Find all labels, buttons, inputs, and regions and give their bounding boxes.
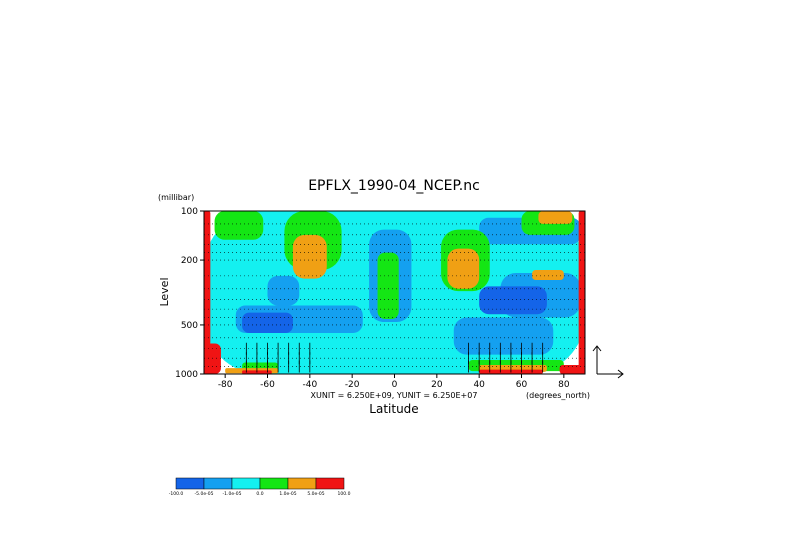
- vector-scale-text: XUNIT = 6.250E+09, YUNIT = 6.250E+07: [311, 391, 478, 400]
- x-tick-label: -40: [302, 380, 317, 390]
- contour-region: [214, 211, 264, 240]
- contour-region: [267, 275, 300, 306]
- plot-fill: [204, 211, 585, 374]
- colorbar-label: 1.0e-05: [279, 491, 296, 497]
- colorbar-swatch: [175, 477, 205, 490]
- colorbar-swatch: [315, 477, 345, 490]
- x-tick-label: 0: [392, 380, 398, 390]
- y-tick-label: 100: [181, 207, 198, 217]
- contour-region: [292, 234, 327, 279]
- contour-region: [479, 286, 547, 315]
- contour-region: [578, 211, 585, 374]
- colorbar-swatch: [231, 477, 261, 490]
- contour-region: [377, 252, 399, 320]
- y-tick-label: 1000: [175, 370, 198, 380]
- x-tick-label: -80: [218, 380, 233, 390]
- contour-region: [559, 364, 585, 374]
- colorbar-label: -100.0: [169, 491, 184, 497]
- contour-region: [204, 211, 211, 374]
- contour-region: [532, 269, 564, 280]
- contour-region: [447, 248, 480, 289]
- contour-region: [453, 317, 554, 355]
- colorbar-swatch: [203, 477, 233, 490]
- x-ticks: -80 -60 -40 -20 0 20 40 60 80: [218, 374, 570, 390]
- contour-region: [242, 312, 293, 333]
- colorbar-label: -5.0e-05: [195, 491, 214, 497]
- contour-region: [538, 211, 573, 224]
- x-tick-label: 40: [473, 380, 485, 390]
- x-unit-label: (degrees_north): [526, 391, 590, 400]
- x-tick-label: 80: [558, 380, 570, 390]
- contour-region: [204, 343, 221, 374]
- y-tick-label: 500: [181, 321, 198, 331]
- colorbar-swatch: [259, 477, 289, 490]
- x-tick-label: -20: [345, 380, 360, 390]
- flux-vectors: [245, 342, 544, 373]
- x-axis-label: Latitude: [369, 402, 418, 416]
- y-ticks: 100 200 500 1000: [175, 207, 204, 380]
- colorbar-label: 5.0e-05: [307, 491, 324, 497]
- colorbar-swatch: [287, 477, 317, 490]
- reference-vector: [592, 345, 624, 379]
- colorbar: -100.0 -5.0e-05 -1.0e-05 0.0 1.0e-05 5.0e-05 1…: [169, 477, 351, 497]
- x-tick-label: 60: [516, 380, 528, 390]
- y-axis-label: Level: [158, 277, 171, 306]
- y-tick-label: 200: [181, 256, 198, 266]
- x-tick-label: 20: [431, 380, 443, 390]
- colorbar-label: 100.0: [338, 491, 351, 497]
- y-unit-label: (millibar): [158, 193, 194, 202]
- x-tick-label: -60: [260, 380, 275, 390]
- colorbar-label: 0.0: [256, 491, 263, 497]
- chart-title: EPFLX_1990-04_NCEP.nc: [308, 178, 480, 194]
- colorbar-label: -1.0e-05: [223, 491, 242, 497]
